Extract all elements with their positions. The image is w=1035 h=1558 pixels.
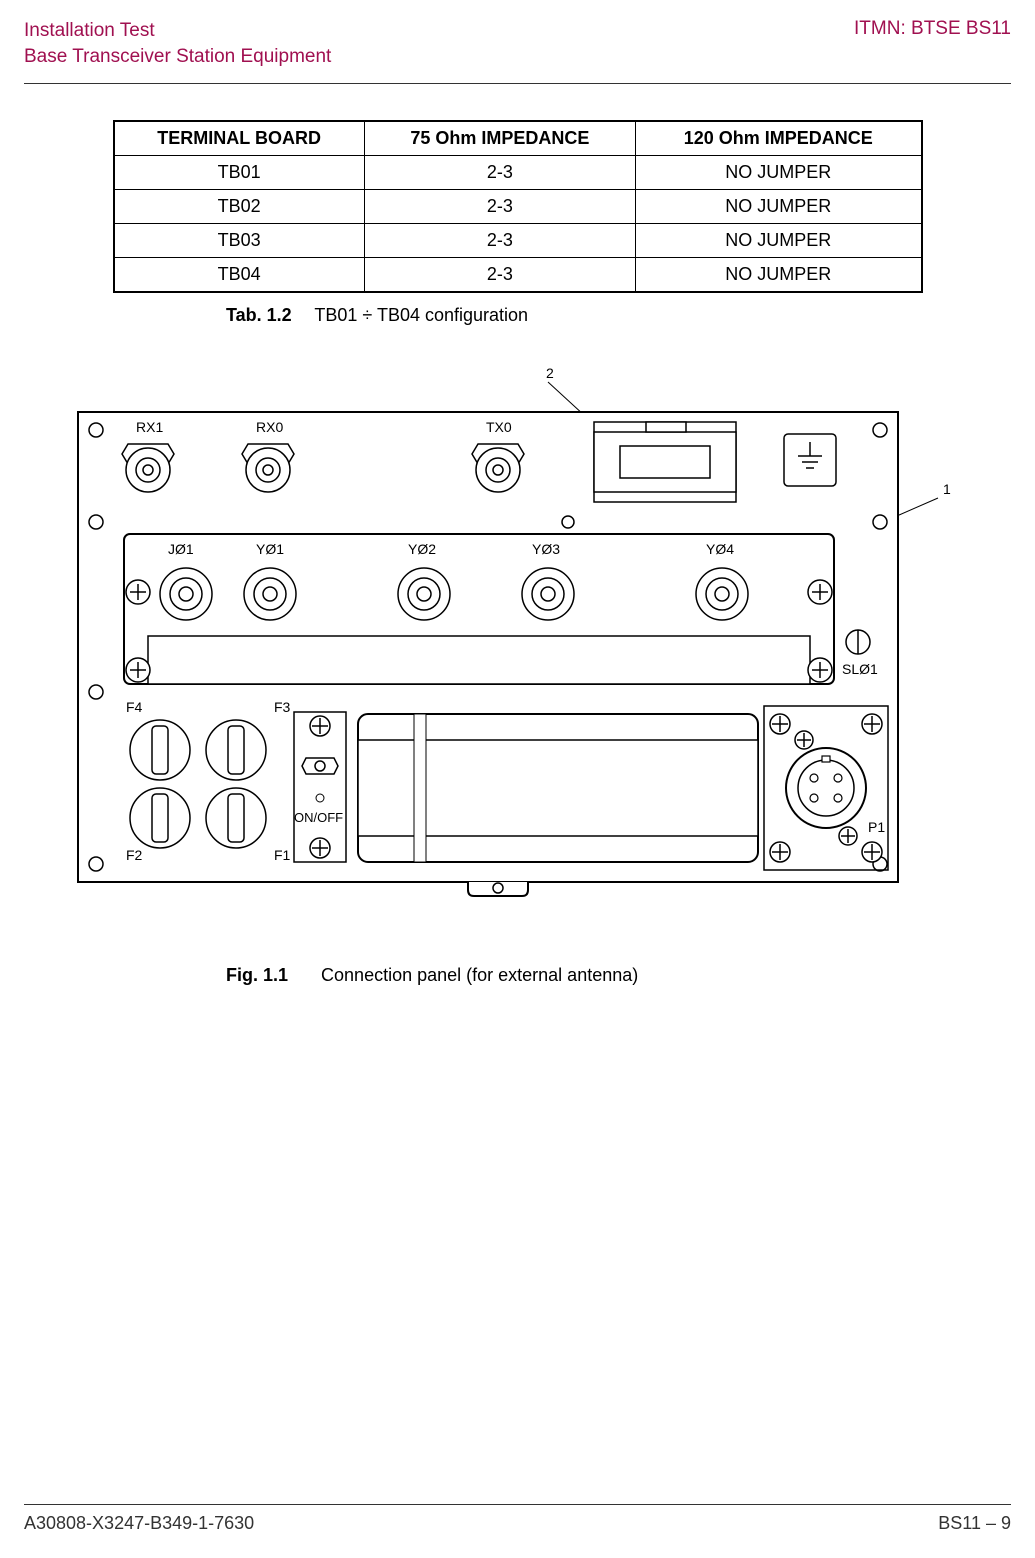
power-connector-icon	[786, 748, 866, 828]
f3-label: F3	[274, 699, 291, 715]
page-footer: A30808-X3247-B349-1-7630 BS11 – 9	[0, 1504, 1035, 1534]
round-connector-icon	[522, 568, 574, 620]
tx0-label: TX0	[486, 419, 512, 435]
p1-label: P1	[868, 819, 885, 835]
round-connector-icon	[398, 568, 450, 620]
phillips-screw-icon	[310, 838, 330, 858]
table-row: TB01 2-3 NO JUMPER	[114, 156, 922, 190]
y01-label: YØ1	[256, 541, 284, 557]
phillips-screw-icon	[862, 842, 882, 862]
j01-label: JØ1	[168, 541, 194, 557]
rx1-label: RX1	[136, 419, 163, 435]
table-caption: Tab. 1.2 TB01 ÷ TB04 configuration	[226, 305, 1011, 326]
onoff-label: ON/OFF	[294, 810, 343, 825]
table-header-row: TERMINAL BOARD 75 Ohm IMPEDANCE 120 Ohm …	[114, 121, 922, 156]
phillips-screw-icon	[126, 658, 150, 682]
phillips-screw-icon	[126, 580, 150, 604]
table-row: TB04 2-3 NO JUMPER	[114, 258, 922, 293]
phillips-screw-icon	[808, 580, 832, 604]
table-cell: 2-3	[364, 224, 635, 258]
header-left: Installation Test Base Transceiver Stati…	[24, 18, 331, 69]
col-header: TERMINAL BOARD	[114, 121, 365, 156]
table-cell: NO JUMPER	[636, 156, 922, 190]
cover-ridge-icon	[414, 714, 426, 862]
phillips-screw-icon	[770, 714, 790, 734]
header-line1: Installation Test	[24, 18, 331, 44]
table-cell: TB04	[114, 258, 365, 293]
y04-label: YØ4	[706, 541, 734, 557]
table-cell: 2-3	[364, 156, 635, 190]
bottom-tab-icon	[468, 882, 528, 896]
table-cell: TB01	[114, 156, 365, 190]
table-cell: NO JUMPER	[636, 224, 922, 258]
table-row: TB03 2-3 NO JUMPER	[114, 224, 922, 258]
f1-label: F1	[274, 847, 291, 863]
phillips-screw-icon	[310, 716, 330, 736]
phillips-screw-icon	[770, 842, 790, 862]
table-cell: 2-3	[364, 258, 635, 293]
table-cell: NO JUMPER	[636, 258, 922, 293]
fuse-holder-icon	[206, 720, 266, 780]
panel-svg: 2 1 RX1 RX0 TX0	[38, 362, 998, 912]
sl01-label: SLØ1	[842, 661, 878, 677]
content-area: TERMINAL BOARD 75 Ohm IMPEDANCE 120 Ohm …	[0, 84, 1035, 986]
figure-caption-label: Fig. 1.1	[226, 965, 288, 985]
fuse-holder-icon	[130, 788, 190, 848]
y02-label: YØ2	[408, 541, 436, 557]
round-connector-icon	[696, 568, 748, 620]
header-line2: Base Transceiver Station Equipment	[24, 44, 331, 70]
connection-panel-diagram: 2 1 RX1 RX0 TX0	[38, 362, 998, 917]
table-caption-text: TB01 ÷ TB04 configuration	[314, 305, 528, 325]
switch-dot-icon	[316, 794, 324, 802]
f2-label: F2	[126, 847, 143, 863]
footer-left: A30808-X3247-B349-1-7630	[24, 1513, 254, 1534]
footer-rule	[24, 1504, 1011, 1505]
table-cell: TB02	[114, 190, 365, 224]
header-right: ITMN: BTSE BS11	[854, 18, 1011, 69]
footer-row: A30808-X3247-B349-1-7630 BS11 – 9	[24, 1513, 1011, 1534]
callout-1-label: 1	[943, 481, 951, 497]
callout-2-label: 2	[546, 365, 554, 381]
page-header: Installation Test Base Transceiver Stati…	[0, 0, 1035, 75]
mid-plate-lower-icon	[148, 636, 810, 684]
table-caption-label: Tab. 1.2	[226, 305, 292, 325]
table-row: TB02 2-3 NO JUMPER	[114, 190, 922, 224]
rect-port-tab-icon	[646, 422, 686, 432]
rx0-label: RX0	[256, 419, 283, 435]
figure-caption-text: Connection panel (for external antenna)	[321, 965, 638, 985]
footer-right: BS11 – 9	[938, 1513, 1011, 1534]
phillips-screw-icon	[839, 827, 857, 845]
fuse-holder-icon	[130, 720, 190, 780]
y03-label: YØ3	[532, 541, 560, 557]
col-header: 75 Ohm IMPEDANCE	[364, 121, 635, 156]
figure-caption: Fig. 1.1 Connection panel (for external …	[226, 965, 1011, 986]
phillips-screw-icon	[795, 731, 813, 749]
config-table: TERMINAL BOARD 75 Ohm IMPEDANCE 120 Ohm …	[113, 120, 923, 293]
ground-plate-icon	[784, 434, 836, 486]
round-connector-icon	[160, 568, 212, 620]
col-header: 120 Ohm IMPEDANCE	[636, 121, 922, 156]
switch-nut-hole-icon	[315, 761, 325, 771]
phillips-screw-icon	[862, 714, 882, 734]
round-connector-icon	[244, 568, 296, 620]
f4-label: F4	[126, 699, 143, 715]
fuse-holder-icon	[206, 788, 266, 848]
table-cell: NO JUMPER	[636, 190, 922, 224]
rect-port-slot-icon	[620, 446, 710, 478]
phillips-screw-icon	[808, 658, 832, 682]
table-cell: 2-3	[364, 190, 635, 224]
table-cell: TB03	[114, 224, 365, 258]
